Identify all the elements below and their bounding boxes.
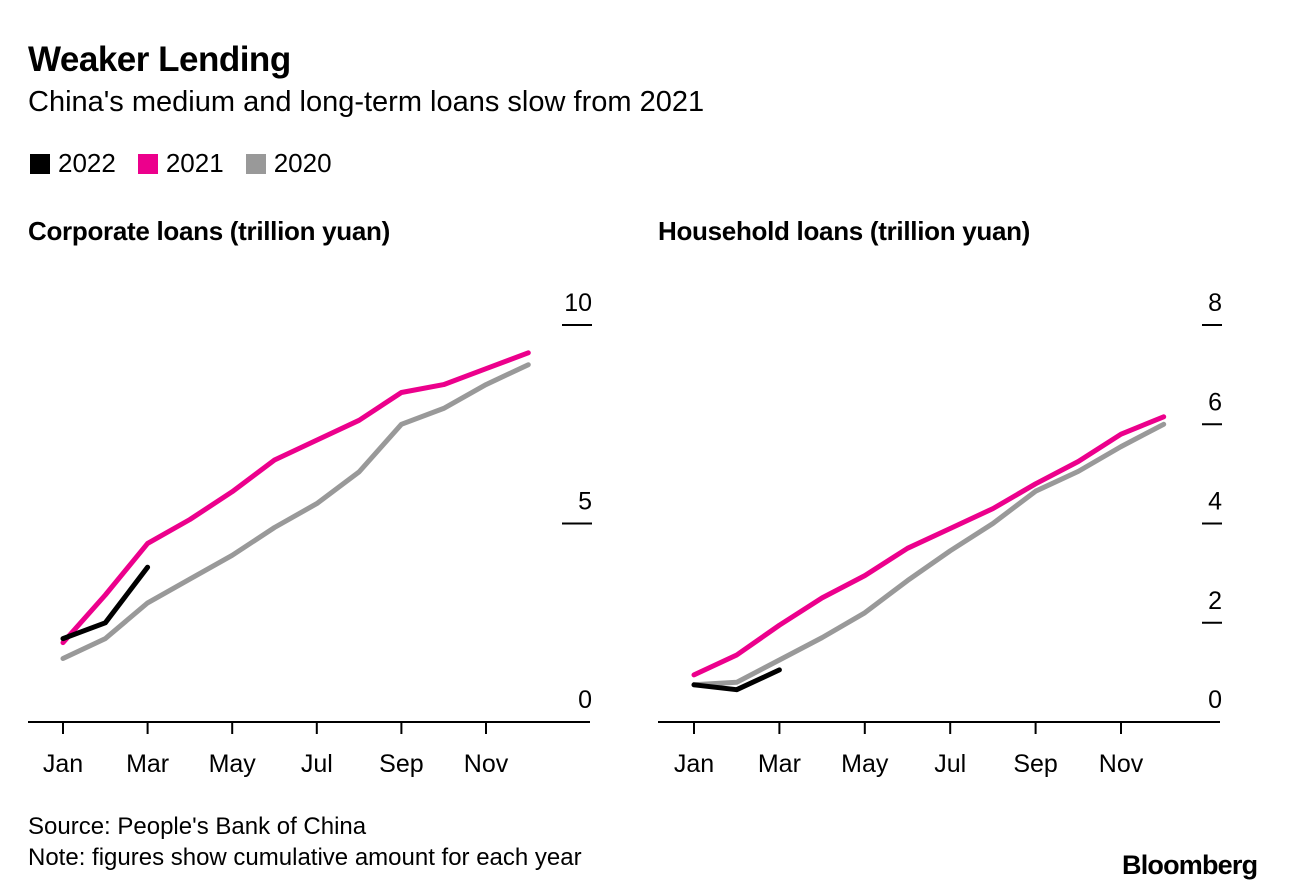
household-x-tick-label-jan: Jan	[674, 750, 714, 778]
legend-item-2021: 2021	[137, 148, 224, 179]
legend-swatch-2021	[137, 153, 158, 174]
legend-swatch-2022	[30, 153, 50, 174]
household-x-tick-label-may: May	[841, 750, 889, 778]
corporate-x-tick-label-jul: Jul	[301, 750, 333, 778]
household-x-tick-label-nov: Nov	[1099, 750, 1144, 778]
corporate-panel-title: Corporate loans (trillion yuan)	[28, 216, 390, 246]
corporate-series-2021-line	[60, 350, 531, 646]
legend: 2022 2021 2020	[30, 148, 354, 179]
corporate-x-tick-label-jan: Jan	[43, 750, 83, 778]
chart-subtitle: China's medium and long-term loans slow …	[28, 86, 705, 118]
legend-label-2020: 2020	[273, 148, 332, 178]
household-y-tick-label-8: 8	[1208, 289, 1222, 317]
household-y-tick-label-2: 2	[1208, 587, 1222, 615]
chart-title: Weaker Lending	[28, 40, 291, 79]
legend-label-2022: 2022	[58, 148, 116, 178]
bloomberg-logo: Bloomberg	[1122, 850, 1258, 880]
legend-item-2020: 2020	[245, 148, 332, 179]
corporate-series-2020-line	[60, 362, 531, 661]
household-x-tick-label-mar: Mar	[758, 750, 801, 778]
household-x-tick-label-sep: Sep	[1013, 750, 1057, 778]
corporate-y-tick-label-5: 5	[578, 488, 592, 516]
corporate-series-2022-line	[60, 564, 151, 642]
household-series-2021-line	[691, 414, 1167, 678]
corporate-y-tick-label-10: 10	[564, 289, 592, 317]
legend-item-2022: 2022	[30, 148, 116, 179]
legend-swatch-2020	[245, 153, 266, 174]
corporate-x-tick-label-nov: Nov	[464, 750, 509, 778]
source-notes: Source: People's Bank of China Note: fig…	[28, 811, 582, 873]
corporate-x-tick-label-mar: Mar	[126, 750, 169, 778]
source-text: Source: People's Bank of China	[28, 813, 367, 840]
household-y-tick-label-4: 4	[1208, 488, 1222, 516]
corporate-x-tick-label-may: May	[209, 750, 257, 778]
household-series-2020-line	[691, 421, 1167, 688]
household-y-tick-label-6: 6	[1208, 388, 1222, 416]
note-text: Note: figures show cumulative amount for…	[28, 844, 582, 871]
corporate-x-tick-label-sep: Sep	[379, 750, 423, 778]
household-x-tick-label-jul: Jul	[934, 750, 966, 778]
legend-label-2021: 2021	[165, 148, 224, 178]
household-series-2022-line	[691, 667, 782, 693]
corporate-y-tick-label-0: 0	[578, 686, 592, 714]
household-y-tick-label-0: 0	[1208, 686, 1222, 714]
household-panel-title: Household loans (trillion yuan)	[658, 216, 1031, 246]
